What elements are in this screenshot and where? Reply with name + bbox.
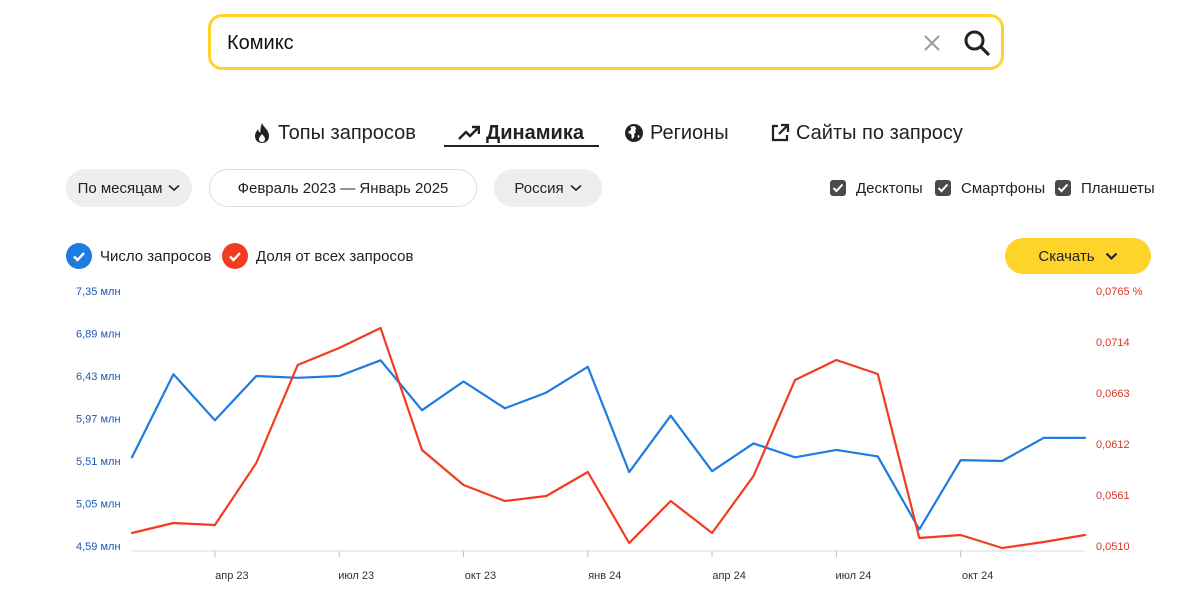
y-right-tick-label: 0,0561 xyxy=(1096,490,1130,502)
y-left-tick-label: 5,51 млн xyxy=(76,456,121,468)
region-label: Россия xyxy=(514,179,564,197)
external-link-icon xyxy=(771,123,790,142)
series-line-share xyxy=(130,326,1087,550)
y-right-tick-label: 0,0714 xyxy=(1096,337,1130,349)
chevron-down-icon xyxy=(168,184,180,192)
tab-label: Сайты по запросу xyxy=(796,121,963,144)
series-line-queries xyxy=(130,359,1087,531)
search-box[interactable] xyxy=(208,14,1004,70)
period-label: По месяцам xyxy=(77,179,163,197)
active-tab-underline xyxy=(444,145,599,147)
y-left-tick-label: 5,05 млн xyxy=(76,499,121,511)
x-tick-label: янв 24 xyxy=(588,570,621,582)
y-left-tick-label: 6,43 млн xyxy=(76,371,121,383)
tab-label: Регионы xyxy=(650,121,729,144)
y-right-tick-label: 0,0663 xyxy=(1096,388,1130,400)
y-right-tick-label: 0,0612 xyxy=(1096,439,1130,451)
legend-item-share[interactable]: Доля от всех запросов xyxy=(222,242,413,270)
tab-label: Динамика xyxy=(486,121,584,144)
tabs-bar: Топы запросов Динамика Регионы Сайты по … xyxy=(0,116,1200,150)
x-tick-label: окт 23 xyxy=(465,570,496,582)
globe-icon xyxy=(625,124,643,142)
x-tick-label: окт 24 xyxy=(962,570,993,582)
checkbox-smartphones[interactable]: Смартфоны xyxy=(935,178,1045,198)
x-tick-label: апр 23 xyxy=(215,570,248,582)
tab-dynamics[interactable]: Динамика xyxy=(458,116,584,150)
legend-label: Доля от всех запросов xyxy=(256,247,414,265)
period-select[interactable]: По месяцам xyxy=(66,169,192,207)
tab-label: Топы запросов xyxy=(278,121,416,144)
date-range-label: Февраль 2023 — Январь 2025 xyxy=(237,179,449,197)
checkbox-checked-icon xyxy=(935,180,951,196)
chevron-down-icon xyxy=(1105,252,1117,260)
y-left-tick-label: 7,35 млн xyxy=(76,286,121,298)
clear-icon[interactable] xyxy=(923,34,941,52)
fire-icon xyxy=(255,123,269,143)
download-button[interactable]: Скачать xyxy=(1005,238,1151,274)
y-right-tick-label: 0,0510 xyxy=(1096,541,1130,553)
date-range-picker[interactable]: Февраль 2023 — Январь 2025 xyxy=(209,169,477,207)
search-input[interactable] xyxy=(225,17,909,69)
tab-regions[interactable]: Регионы xyxy=(624,116,729,150)
y-right-tick-label: 0,0765 % xyxy=(1096,286,1143,298)
check-icon xyxy=(66,243,92,269)
y-left-tick-label: 4,59 млн xyxy=(76,541,121,553)
trend-up-icon xyxy=(458,125,480,140)
checkbox-tablets[interactable]: Планшеты xyxy=(1055,178,1155,198)
checkbox-label: Смартфоны xyxy=(961,179,1046,197)
chevron-down-icon xyxy=(570,184,582,192)
tab-top-queries[interactable]: Топы запросов xyxy=(252,116,416,150)
y-left-tick-label: 5,97 млн xyxy=(76,414,121,426)
checkbox-label: Десктопы xyxy=(856,179,923,197)
checkbox-desktops[interactable]: Десктопы xyxy=(830,178,923,198)
download-label: Скачать xyxy=(1038,247,1095,265)
legend-item-queries[interactable]: Число запросов xyxy=(66,242,211,270)
region-select[interactable]: Россия xyxy=(494,169,602,207)
x-tick-label: апр 24 xyxy=(712,570,745,582)
search-icon[interactable] xyxy=(963,29,991,57)
check-icon xyxy=(222,243,248,269)
y-left-tick-label: 6,89 млн xyxy=(76,329,121,341)
tab-sites[interactable]: Сайты по запросу xyxy=(770,116,963,150)
x-tick-label: июл 23 xyxy=(338,570,374,582)
checkbox-checked-icon xyxy=(1055,180,1071,196)
checkbox-checked-icon xyxy=(830,180,846,196)
legend-label: Число запросов xyxy=(100,247,212,265)
x-tick-label: июл 24 xyxy=(835,570,871,582)
checkbox-label: Планшеты xyxy=(1081,179,1155,197)
